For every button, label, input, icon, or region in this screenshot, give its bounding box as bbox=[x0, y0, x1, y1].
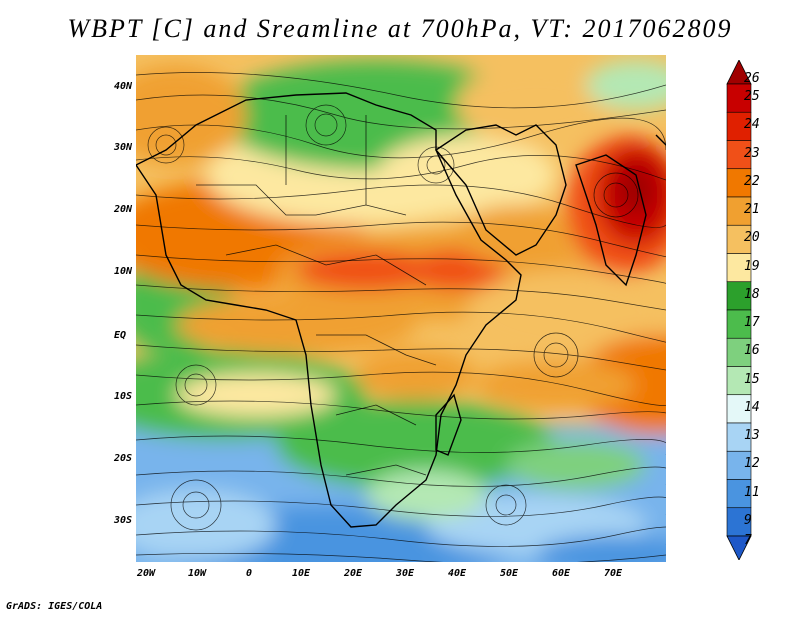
colorbar-box bbox=[726, 224, 752, 254]
lon-label-40e: 40E bbox=[447, 568, 467, 579]
colorbar-box bbox=[726, 83, 752, 113]
colorbar-label: 24 bbox=[744, 117, 760, 133]
lon-label-50e: 50E bbox=[499, 568, 519, 579]
colorbar-label: 11 bbox=[744, 484, 760, 500]
lat-label-30n: 30N bbox=[113, 142, 132, 153]
colorbar bbox=[726, 60, 752, 560]
colorbar-label: 20 bbox=[744, 230, 760, 246]
colorbar-label: 7 bbox=[744, 533, 752, 548]
colorbar-label: 25 bbox=[744, 89, 760, 105]
colorbar-label: 16 bbox=[744, 343, 760, 359]
colorbar-box bbox=[726, 168, 752, 198]
wbpt-shading bbox=[136, 60, 666, 562]
colorbar-box bbox=[726, 479, 752, 509]
lat-label-40n: 40N bbox=[113, 81, 132, 92]
lon-label-10w: 10W bbox=[187, 568, 207, 579]
map-title: WBPT [C] and Sreamline at 700hPa, VT: 20… bbox=[67, 14, 733, 43]
lon-label-20w: 20W bbox=[136, 568, 156, 579]
colorbar-label: 12 bbox=[744, 456, 760, 472]
colorbar-label: 17 bbox=[744, 315, 760, 331]
colorbar-box bbox=[726, 196, 752, 226]
colorbar-box bbox=[726, 422, 752, 452]
map-canvas bbox=[136, 55, 666, 562]
colorbar-box bbox=[726, 337, 752, 367]
streamlines bbox=[136, 72, 666, 562]
footer-credit: GrADS: IGES/COLA bbox=[6, 601, 103, 612]
lat-label-30s: 30S bbox=[113, 515, 132, 526]
colorbar-label: 23 bbox=[744, 145, 760, 161]
colorbar-label: 18 bbox=[744, 286, 760, 302]
colorbar-label: 15 bbox=[744, 371, 760, 387]
lon-label-60e: 60E bbox=[551, 568, 571, 579]
colorbar-label: 9 bbox=[744, 512, 752, 528]
map-panel bbox=[136, 55, 666, 562]
colorbar-label: 13 bbox=[744, 428, 760, 444]
colorbar-bottom-triangle bbox=[726, 535, 752, 560]
coastlines bbox=[136, 92, 666, 528]
colorbar-label: 22 bbox=[744, 173, 760, 189]
lat-label-20n: 20N bbox=[113, 204, 132, 215]
lon-label-0: 0 bbox=[245, 568, 253, 579]
lon-label-70e: 70E bbox=[603, 568, 623, 579]
lat-label-10n: 10N bbox=[113, 266, 132, 277]
colorbar-box bbox=[726, 450, 752, 480]
colorbar-box bbox=[726, 281, 752, 311]
colorbar-label: 26 bbox=[744, 71, 760, 86]
colorbar-label: 19 bbox=[744, 258, 760, 274]
lon-label-20e: 20E bbox=[343, 568, 363, 579]
colorbar-box bbox=[726, 111, 752, 141]
lat-label-10s: 10S bbox=[113, 391, 132, 402]
colorbar-box bbox=[726, 507, 752, 537]
lat-label-eq: EQ bbox=[113, 330, 126, 341]
colorbar-box bbox=[726, 140, 752, 170]
lon-label-10e: 10E bbox=[291, 568, 311, 579]
lat-label-20s: 20S bbox=[113, 453, 132, 464]
colorbar-box bbox=[726, 309, 752, 339]
colorbar-label: 21 bbox=[744, 202, 760, 218]
country-borders bbox=[196, 115, 437, 476]
colorbar-label: 14 bbox=[744, 399, 760, 415]
lon-label-30e: 30E bbox=[395, 568, 415, 579]
colorbar-box bbox=[726, 394, 752, 424]
